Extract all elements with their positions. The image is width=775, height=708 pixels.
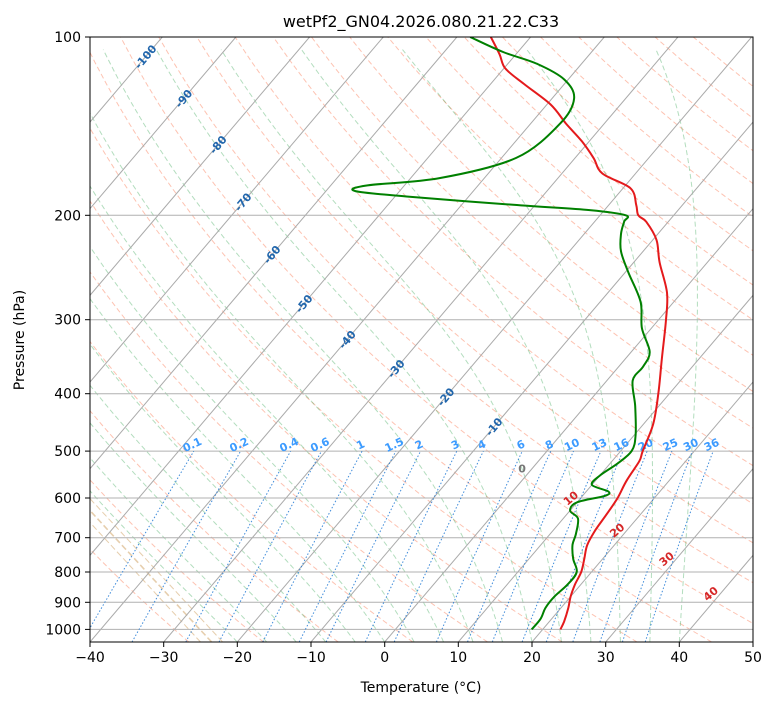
mixing-ratio-line xyxy=(467,450,552,642)
x-tick-label: 30 xyxy=(597,650,615,666)
y-tick-label: 600 xyxy=(54,491,81,507)
mixing-ratio-label: 36 xyxy=(702,436,722,454)
moist-adiabat xyxy=(90,490,238,642)
dry-adiabat xyxy=(90,127,638,642)
isotherm-line xyxy=(90,37,605,642)
moist-adiabat xyxy=(655,49,698,642)
mixing-ratio-line xyxy=(393,450,484,642)
saturation-curve xyxy=(90,509,213,642)
isotherm-line xyxy=(90,37,310,297)
moist-adiabat xyxy=(301,49,592,642)
mixing-ratio-line xyxy=(364,450,458,642)
moist-adiabat xyxy=(90,245,415,642)
x-axis-label: Temperature (°C) xyxy=(360,680,482,696)
plot-background xyxy=(90,37,753,642)
isotherm-line xyxy=(90,37,458,470)
dry-adiabat xyxy=(387,37,753,356)
isotherm-line xyxy=(236,37,752,642)
mixing-ratio-line xyxy=(545,450,624,642)
moist-adiabat xyxy=(102,49,503,642)
mixing-ratio-label: 16 xyxy=(612,436,632,454)
plot-frame xyxy=(89,36,754,643)
freezing-level-label: 0 xyxy=(518,463,526,476)
saturation-curve xyxy=(90,521,201,642)
mixing-ratio-line xyxy=(262,450,363,642)
x-tick-label: −20 xyxy=(223,650,253,666)
mixing-ratio-line xyxy=(218,450,322,642)
mixing-ratio-line xyxy=(325,450,422,642)
y-tick-label: 700 xyxy=(54,531,81,547)
dry-adiabat xyxy=(425,37,753,321)
moist-adiabat xyxy=(90,297,386,642)
y-tick-label: 900 xyxy=(54,595,81,611)
dry-adiabat xyxy=(234,37,753,505)
y-tick-label: 400 xyxy=(54,387,81,403)
moist-adiabat xyxy=(526,49,653,642)
dry-adiabat xyxy=(311,37,753,429)
chart-title: wetPf2_GN04.2026.080.21.22.C33 xyxy=(283,12,559,32)
mixing-ratio-label: 13 xyxy=(590,436,609,454)
mixing-ratio-line xyxy=(298,450,397,642)
y-tick-label: 300 xyxy=(54,313,81,329)
sounding-profiles xyxy=(351,37,669,631)
x-tick-label: −10 xyxy=(296,650,326,666)
mixing-ratio-line xyxy=(572,450,648,642)
x-tick-label: −30 xyxy=(149,650,179,666)
mixing-ratio-line xyxy=(185,450,292,642)
dewpoint-profile xyxy=(351,37,651,631)
y-tick-label: 200 xyxy=(54,208,81,224)
moist-adiabat xyxy=(402,49,621,642)
y-axis-label: Pressure (hPa) xyxy=(12,290,28,390)
x-tick-label: 40 xyxy=(670,650,688,666)
y-tick-label: 800 xyxy=(54,565,81,581)
moist-adiabat xyxy=(90,112,474,642)
x-tick-label: 10 xyxy=(449,650,467,666)
dry-adiabat xyxy=(90,479,264,642)
dry-adiabat xyxy=(90,271,488,642)
moist-adiabat xyxy=(90,185,445,642)
isotherm-line xyxy=(310,121,753,642)
isotherm-line xyxy=(90,37,531,557)
isotherm-line xyxy=(605,467,753,642)
moist-adiabat xyxy=(90,384,327,642)
mixing-ratio-label: 25 xyxy=(661,436,680,454)
moist-adiabat xyxy=(90,457,268,642)
isotherm-line xyxy=(90,37,384,383)
dry-adiabat xyxy=(120,37,753,624)
y-tick-label: 500 xyxy=(54,444,81,460)
mixing-ratio-line xyxy=(435,450,523,642)
dry-adiabat xyxy=(272,37,753,467)
temperature-profile xyxy=(489,37,669,630)
x-tick-label: −40 xyxy=(75,650,105,666)
mixing-ratio-line xyxy=(491,450,574,642)
axes: −40 −30 −20 −10 0 10 20 30 40 5010020030040050060… xyxy=(45,30,762,666)
y-tick-label: 1000 xyxy=(45,622,81,638)
x-tick-label: 0 xyxy=(380,650,389,666)
mixing-ratio-line xyxy=(521,450,602,642)
mixing-ratio-line xyxy=(644,450,714,642)
mixing-ratio-line xyxy=(621,450,693,642)
y-tick-label: 100 xyxy=(54,30,81,46)
dry-adiabat xyxy=(90,200,563,642)
mixing-ratio-label: 10 xyxy=(562,436,582,454)
isotherm-line xyxy=(384,207,753,642)
dry-adiabat xyxy=(90,409,339,642)
isotherm-line xyxy=(163,37,679,642)
background-lines xyxy=(90,37,753,642)
saturation-curve xyxy=(90,497,223,642)
mixing-ratio-line xyxy=(599,450,673,642)
moist-adiabat xyxy=(155,49,533,642)
mixing-ratio-label: 30 xyxy=(681,436,701,454)
isotherm-line xyxy=(457,294,753,642)
x-tick-label: 20 xyxy=(523,650,541,666)
moist-adiabat xyxy=(90,422,297,642)
moist-adiabat xyxy=(220,49,562,642)
x-tick-label: 50 xyxy=(744,650,762,666)
isotherm-line xyxy=(90,37,237,210)
isotherm-line xyxy=(531,381,753,642)
